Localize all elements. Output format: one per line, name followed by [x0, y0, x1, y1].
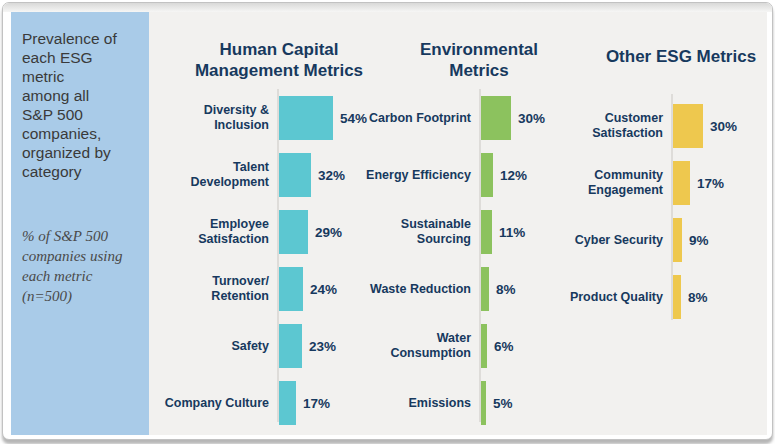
value-label: 29%	[315, 225, 342, 240]
bar	[481, 267, 489, 311]
category-label: Diversity & Inclusion	[149, 103, 269, 133]
bar	[673, 161, 690, 205]
bar	[673, 218, 682, 262]
chart-area: Human Capital Management Metrics Environ…	[149, 12, 767, 435]
chart-row: Customer Satisfaction 30%	[538, 104, 767, 148]
bar	[673, 275, 681, 319]
category-label: Water Consumption	[356, 331, 471, 361]
bar	[673, 104, 703, 148]
category-label: Product Quality	[538, 290, 663, 305]
bar	[279, 153, 311, 197]
value-label: 24%	[310, 282, 337, 297]
category-label: Company Culture	[149, 396, 269, 411]
category-label: Cyber Security	[538, 233, 663, 248]
value-label: 9%	[689, 233, 709, 248]
category-label: Safety	[149, 339, 269, 354]
sidebar-primary-text: Prevalence of each ESG metric among all …	[22, 29, 139, 181]
bar	[481, 96, 511, 140]
value-label: 32%	[318, 168, 345, 183]
chart-row: Product Quality 8%	[538, 275, 767, 319]
chart-column-other-esg: Customer Satisfaction 30% Community Enga…	[538, 12, 767, 435]
category-label: Community Engagement	[538, 168, 663, 198]
category-label: Waste Reduction	[356, 282, 471, 297]
infographic-card: Prevalence of each ESG metric among all …	[2, 2, 773, 440]
bar	[279, 324, 302, 368]
sidebar-footnote-text: % of S&P 500 companies using each metric…	[22, 226, 139, 306]
category-label: Energy Efficiency	[356, 168, 471, 183]
bar	[481, 324, 487, 368]
category-label: Sustainable Sourcing	[356, 217, 471, 247]
value-label: 11%	[499, 225, 525, 240]
bar	[279, 381, 296, 425]
value-label: 12%	[500, 168, 527, 183]
description-sidebar: Prevalence of each ESG metric among all …	[11, 12, 149, 435]
category-label: Talent Development	[149, 160, 269, 190]
value-label: 5%	[493, 396, 513, 411]
bar	[279, 267, 303, 311]
value-label: 23%	[309, 339, 336, 354]
category-label: Employee Satisfaction	[149, 217, 269, 247]
chart-row: Community Engagement 17%	[538, 161, 767, 205]
bar	[481, 153, 493, 197]
category-label: Customer Satisfaction	[538, 111, 663, 141]
value-label: 17%	[697, 176, 724, 191]
bar	[481, 210, 492, 254]
value-label: 8%	[496, 282, 516, 297]
category-label: Emissions	[356, 396, 471, 411]
value-label: 17%	[303, 396, 330, 411]
bar	[279, 96, 333, 140]
value-label: 30%	[710, 119, 737, 134]
value-label: 8%	[688, 290, 708, 305]
value-label: 6%	[494, 339, 514, 354]
bar	[481, 381, 486, 425]
category-label: Carbon Footprint	[356, 111, 471, 126]
chart-row: Cyber Security 9%	[538, 218, 767, 262]
bar	[279, 210, 308, 254]
category-label: Turnover/ Retention	[149, 274, 269, 304]
